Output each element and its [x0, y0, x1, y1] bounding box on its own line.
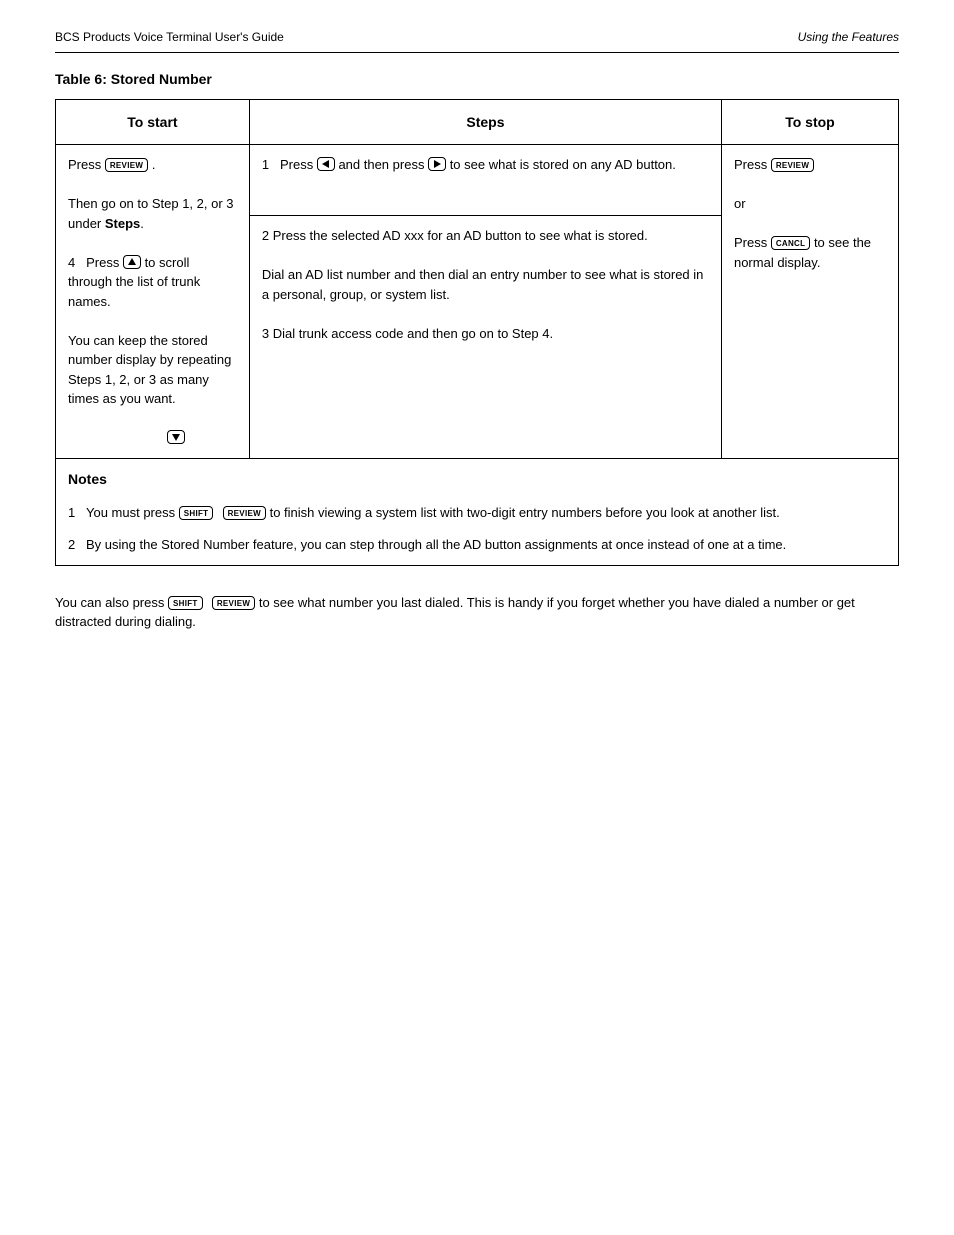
cell-steps-2-3: 2 Press the selected AD xxx for an AD bu…: [249, 216, 721, 458]
stepsA-1a: Press: [280, 157, 317, 172]
cancl-key-icon: CANCL: [771, 236, 811, 250]
stop-2: or: [734, 196, 746, 211]
stop-1: Press: [734, 157, 771, 172]
start-scroll-c: through the list of trunk names.: [68, 274, 200, 309]
note-2: 2 By using the Stored Number feature, yo…: [68, 536, 886, 555]
cell-stop: Press REVIEW or Press CANCL to see the n…: [721, 145, 898, 459]
note-1: 1 You must press SHIFT REVIEW to finish …: [68, 504, 886, 523]
start-steps-word: Steps: [105, 216, 140, 231]
review-key-icon: REVIEW: [105, 158, 148, 172]
start-text-1: Press: [68, 157, 105, 172]
note1-a: You must press: [86, 505, 179, 520]
header-right: Using the Features: [798, 30, 899, 44]
start-text-4: You can keep the stored number display b…: [68, 333, 231, 407]
th-steps: Steps: [249, 100, 721, 145]
header-rule: [55, 52, 899, 53]
shift-key-icon: SHIFT: [168, 596, 203, 610]
review-key-icon: REVIEW: [223, 506, 266, 520]
start-scroll-b: to scroll: [145, 255, 190, 270]
arrow-up-icon: [123, 255, 141, 269]
stored-number-table: To start Steps To stop Press REVIEW . Th…: [55, 99, 899, 566]
notes-title: Notes: [68, 469, 886, 490]
post-paragraph: You can also press SHIFT REVIEW to see w…: [55, 594, 899, 632]
stepsA-1b: and then press: [338, 157, 428, 172]
start-scroll-a: Press: [86, 255, 123, 270]
header-left: BCS Products Voice Terminal User's Guide: [55, 30, 284, 44]
th-start: To start: [56, 100, 250, 145]
notes-cell: Notes 1 You must press SHIFT REVIEW to f…: [56, 458, 899, 566]
stepsB-3: Dial trunk access code and then go on to…: [273, 326, 553, 341]
review-key-icon: REVIEW: [212, 596, 255, 610]
stepsB-1: Press the selected AD xxx for an AD butt…: [273, 228, 648, 243]
arrow-down-icon: [167, 430, 185, 444]
th-stop: To stop: [721, 100, 898, 145]
shift-key-icon: SHIFT: [179, 506, 214, 520]
page-header: BCS Products Voice Terminal User's Guide…: [55, 30, 899, 44]
post-a: You can also press: [55, 595, 168, 610]
note2-body: By using the Stored Number feature, you …: [86, 536, 886, 555]
arrow-right-icon: [428, 157, 446, 171]
arrow-left-icon: [317, 157, 335, 171]
cell-steps-1: 1 Press and then press to see what is st…: [249, 145, 721, 216]
cell-start: Press REVIEW . Then go on to Step 1, 2, …: [56, 145, 250, 459]
stepsB-2: Dial an AD list number and then dial an …: [262, 267, 704, 302]
review-key-icon: REVIEW: [771, 158, 814, 172]
stepsA-1c: to see what is stored on any AD button.: [450, 157, 676, 172]
table-caption: Table 6: Stored Number: [55, 71, 899, 87]
stop-3: Press: [734, 235, 771, 250]
start-text-2: Then go on to Step 1, 2, or 3 under: [68, 196, 234, 231]
note1-b: to finish viewing a system list with two…: [270, 505, 780, 520]
